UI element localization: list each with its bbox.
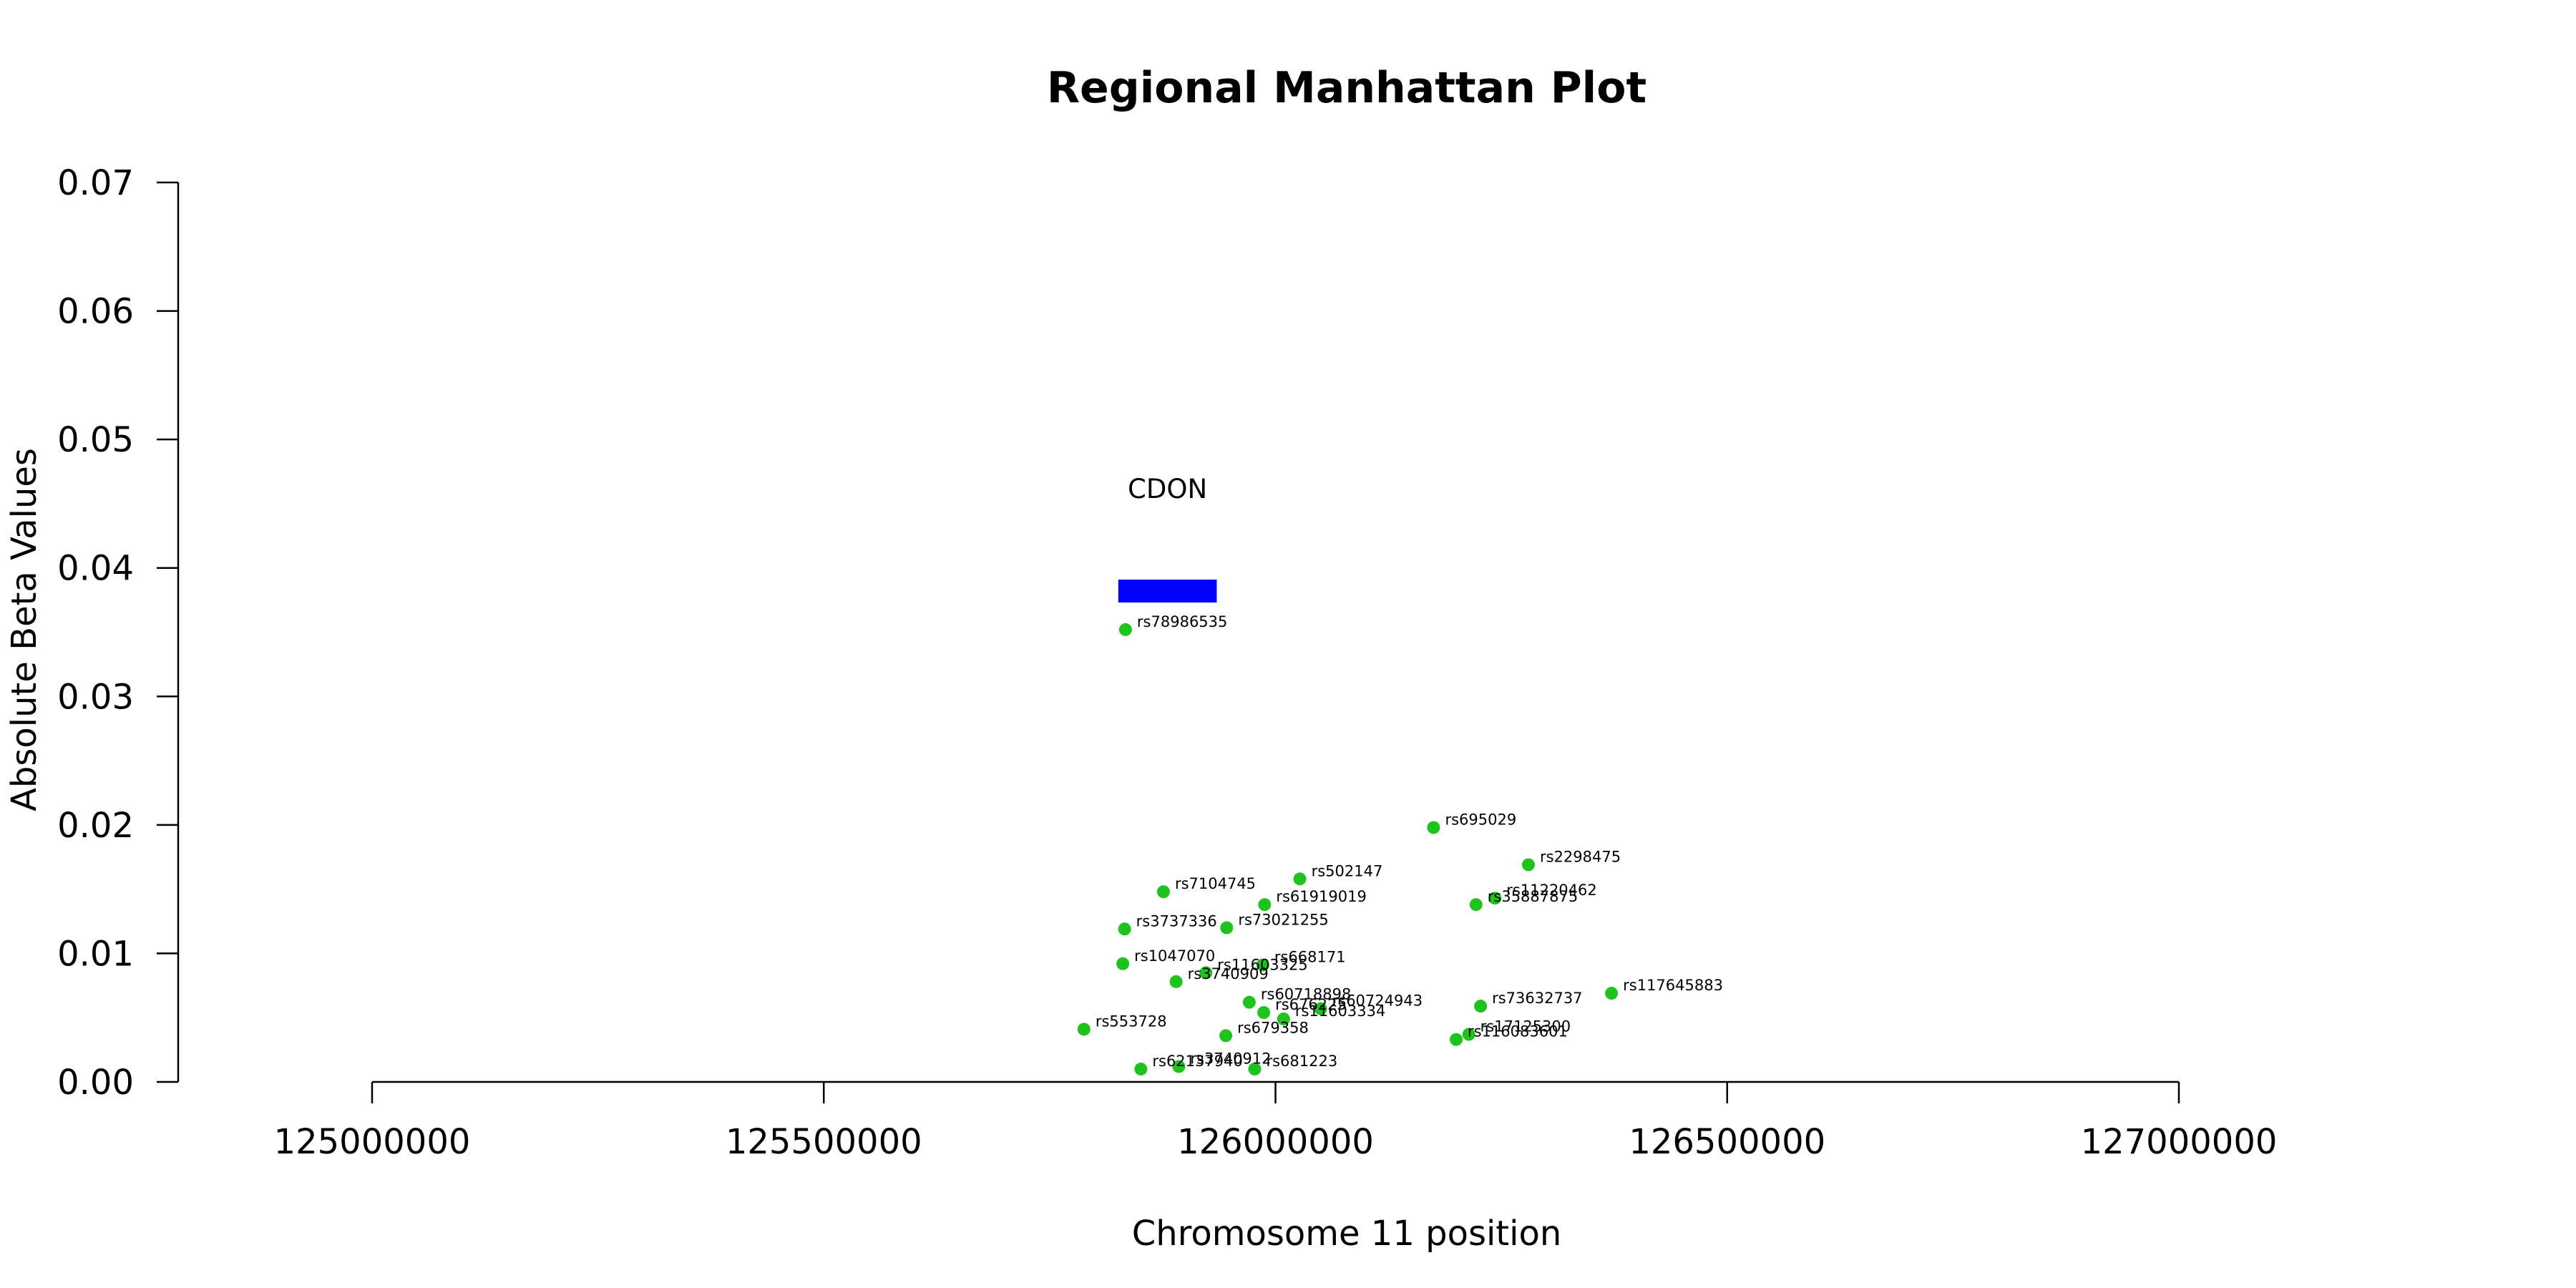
snp-point xyxy=(1169,975,1183,988)
snp-point xyxy=(1118,623,1132,636)
snp-label: rs117645883 xyxy=(1623,977,1723,994)
snp-label: rs11603325 xyxy=(1217,956,1307,973)
y-tick-label: 0.05 xyxy=(57,420,134,460)
snp-label: rs11220462 xyxy=(1506,882,1596,899)
chart-title: Regional Manhattan Plot xyxy=(1047,63,1646,113)
x-tick-label: 127000000 xyxy=(2081,1122,2278,1162)
snp-point xyxy=(1450,1033,1463,1046)
y-axis-label: Absolute Beta Values xyxy=(4,448,44,811)
snp-point xyxy=(1474,1000,1488,1013)
snp-point xyxy=(1116,957,1130,970)
snp-label: rs73632737 xyxy=(1492,990,1582,1007)
snp-label: rs73021255 xyxy=(1238,912,1328,929)
snp-label: rs116083601 xyxy=(1468,1023,1568,1040)
snp-point xyxy=(1172,1060,1186,1073)
snp-point xyxy=(1256,958,1269,972)
snp-point xyxy=(1522,858,1535,872)
snp-label: rs60718898 xyxy=(1261,986,1351,1003)
snp-label: rs502147 xyxy=(1312,862,1383,879)
snp-label: rs3740912 xyxy=(1190,1050,1271,1067)
snp-point xyxy=(1277,1013,1290,1026)
gene-bar xyxy=(1118,580,1217,603)
snp-point xyxy=(1199,966,1213,980)
snp-label: rs62137940 xyxy=(1152,1053,1242,1070)
snp-label: rs11603334 xyxy=(1295,1002,1385,1020)
snp-point xyxy=(1469,898,1483,912)
snp-point xyxy=(1605,987,1619,1000)
snp-point xyxy=(1293,872,1307,886)
axes: 0.00 0.01 0.02 0.03 0.04 0.05 0.06 0.07 12500000… xyxy=(57,163,2277,1162)
snp-label: rs695029 xyxy=(1445,811,1516,828)
snp-label: rs7104745 xyxy=(1175,875,1256,892)
snp-point xyxy=(1220,921,1234,935)
snp-point xyxy=(1134,1063,1148,1076)
x-tick-label: 125000000 xyxy=(274,1122,471,1162)
snp-point xyxy=(1257,1006,1271,1020)
gene-label: CDON xyxy=(1128,474,1207,504)
snp-point xyxy=(1242,995,1256,1009)
snp-label: rs676225 xyxy=(1275,996,1347,1013)
snp-point xyxy=(1427,821,1440,834)
y-tick-label: 0.03 xyxy=(57,677,134,717)
y-tick-label: 0.06 xyxy=(57,292,134,332)
snp-label: rs78986535 xyxy=(1137,613,1227,630)
x-tick-label: 126500000 xyxy=(1629,1122,1825,1162)
data-points xyxy=(1077,623,1619,1076)
y-tick-label: 0.02 xyxy=(57,806,134,846)
snp-point xyxy=(1156,885,1170,899)
snp-label: rs668171 xyxy=(1274,949,1346,966)
snp-point xyxy=(1077,1023,1091,1036)
snp-point xyxy=(1488,892,1502,905)
y-tick-label: 0.01 xyxy=(57,934,134,974)
snp-label: rs61919019 xyxy=(1276,888,1366,905)
snp-point xyxy=(1248,1063,1262,1076)
snp-label: rs17125300 xyxy=(1480,1018,1571,1035)
x-axis-label: Chromosome 11 position xyxy=(1132,1214,1562,1254)
snp-label: rs553728 xyxy=(1096,1013,1167,1030)
snp-label: rs2298475 xyxy=(1540,849,1621,866)
snp-label: rs681223 xyxy=(1266,1053,1337,1070)
snp-point xyxy=(1314,1002,1327,1015)
y-tick-label: 0.00 xyxy=(57,1063,134,1103)
snp-label: rs60724943 xyxy=(1332,992,1423,1010)
x-tick-label: 125500000 xyxy=(726,1122,922,1162)
snp-point xyxy=(1118,922,1131,936)
snp-label: rs679358 xyxy=(1237,1019,1309,1036)
snp-point xyxy=(1258,898,1272,912)
gene-track: CDON xyxy=(1118,474,1217,603)
snp-label: rs3740909 xyxy=(1188,965,1269,982)
snp-label: rs1047070 xyxy=(1134,947,1215,965)
y-tick-label: 0.07 xyxy=(57,163,134,203)
snp-point xyxy=(1462,1028,1475,1041)
x-tick-label: 126000000 xyxy=(1177,1122,1374,1162)
snp-label: rs3737336 xyxy=(1136,912,1217,930)
snp-label: rs35887875 xyxy=(1488,888,1578,905)
snp-point xyxy=(1219,1029,1233,1043)
y-tick-label: 0.04 xyxy=(57,549,134,589)
snp-labels: rs78986535 rs695029 rs2298475 rs502147 rs710… xyxy=(1096,613,1723,1070)
